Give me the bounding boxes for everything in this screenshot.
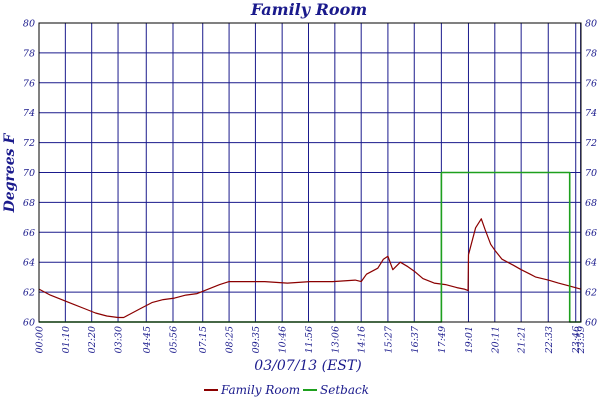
chart-title: Family Room	[250, 0, 367, 19]
x-tick-label: 07:15	[198, 326, 209, 353]
y-tick-label-right: 66	[585, 228, 597, 239]
y-tick-label-left: 78	[23, 48, 35, 59]
y-axis-right: 60 62 64 66 68 70 72 74 76 78 80	[585, 19, 597, 329]
y-tick-label-left: 72	[23, 138, 35, 149]
x-tick-label: 17:49	[437, 326, 448, 353]
y-tick-label-right: 62	[585, 288, 597, 299]
y-axis-label: Degrees F	[2, 133, 18, 214]
y-tick-label-right: 60	[585, 318, 597, 329]
y-tick-label-left: 70	[23, 168, 35, 179]
y-tick-label-left: 66	[23, 228, 35, 239]
plot-area-frame	[38, 22, 582, 323]
x-tick-label: 01:10	[61, 326, 72, 353]
x-tick-label: 04:45	[142, 326, 153, 353]
y-tick-label-right: 64	[585, 258, 597, 269]
y-tick-label-left: 76	[23, 78, 35, 89]
y-tick-label-right: 70	[585, 168, 597, 179]
x-tick-label: 14:16	[357, 326, 368, 353]
x-tick-label: 11:56	[304, 326, 315, 353]
x-tick-label: 10:46	[278, 326, 289, 353]
x-tick-label: 23:59	[576, 326, 587, 354]
legend-label-setback: Setback	[320, 383, 369, 397]
y-tick-label-left: 64	[23, 258, 35, 269]
x-tick-label: 23:46	[571, 326, 582, 354]
y-tick-label-left: 62	[23, 288, 35, 299]
x-tick-label: 00:00	[35, 326, 46, 353]
y-tick-label-right: 76	[585, 78, 597, 89]
x-tick-label: 22:33	[544, 326, 555, 354]
x-tick-label: 08:25	[225, 326, 236, 353]
x-axis-label: 03/07/13 (EST)	[254, 358, 361, 374]
x-tick-label: 13:06	[330, 326, 341, 353]
x-tick-label: 20:11	[490, 326, 501, 354]
y-tick-label-left: 60	[23, 318, 35, 329]
x-tick-label: 15:27	[383, 325, 394, 353]
y-tick-label-right: 74	[585, 108, 597, 119]
x-tick-label: 02:20	[87, 326, 98, 353]
legend-label-family-room: Family Room	[220, 383, 300, 397]
y-tick-label-left: 74	[23, 108, 35, 119]
y-tick-label-right: 80	[585, 19, 597, 30]
x-tick-label: 09:35	[251, 326, 262, 353]
y-tick-label-right: 68	[585, 198, 597, 209]
x-tick-label: 03:30	[114, 326, 125, 353]
y-axis-left: 60 62 64 66 68 70 72 74 76 78 80	[23, 19, 35, 329]
series-line-family-room	[38, 218, 581, 319]
y-tick-label-right: 78	[585, 48, 597, 59]
y-tick-label-left: 68	[23, 198, 35, 209]
legend: Family Room Setback	[204, 383, 369, 397]
x-tick-label: 21:21	[517, 326, 528, 354]
x-tick-label: 05:56	[168, 326, 179, 353]
y-tick-label-left: 80	[23, 19, 35, 30]
x-axis: 00:00 01:10 02:20 03:30 04:45 05:56 07:15 08:25…	[35, 325, 588, 354]
x-tick-label: 16:37	[410, 325, 421, 353]
y-tick-label-right: 72	[585, 138, 597, 149]
x-tick-label: 19:01	[464, 326, 475, 353]
series-line-setback	[39, 171, 581, 323]
series-layer	[38, 171, 581, 323]
